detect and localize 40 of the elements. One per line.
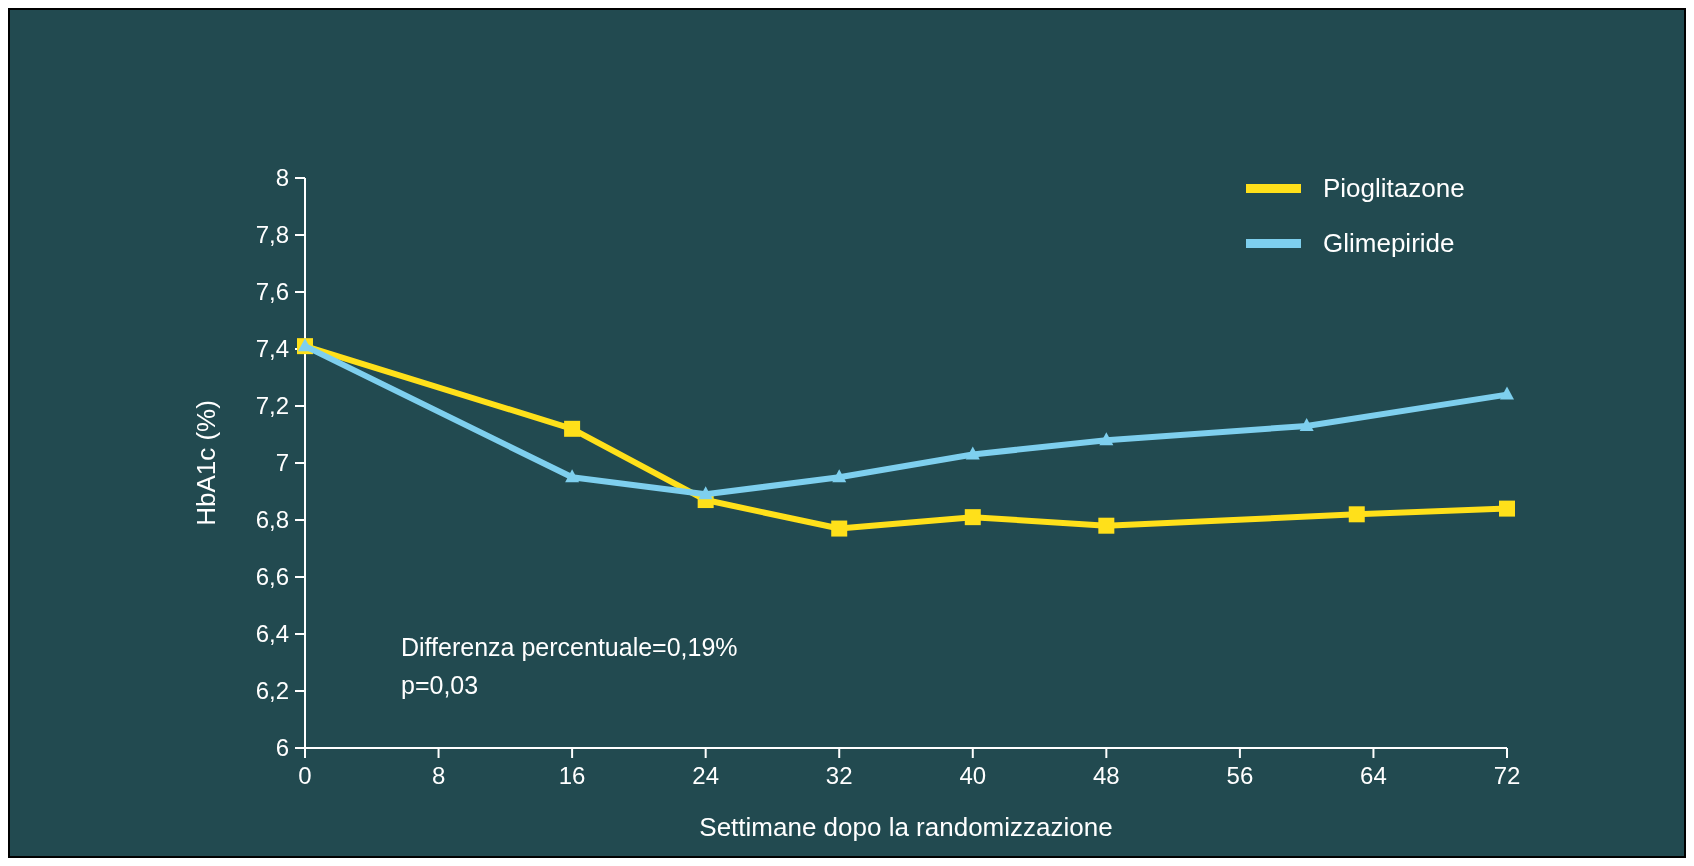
y-tick-label: 7,2 [255, 392, 289, 420]
y-tick-label: 6,6 [255, 563, 289, 591]
x-tick-label: 56 [1226, 762, 1254, 789]
annotation: p=0,03 [401, 671, 479, 699]
y-tick-label: 6,8 [255, 506, 289, 534]
y-tick-label: 8 [275, 164, 289, 192]
y-tick-label: 7,6 [255, 278, 289, 306]
point [1499, 500, 1515, 517]
point [1098, 517, 1115, 534]
x-tick-label: 16 [558, 762, 586, 789]
y-tick-label: 6,2 [255, 677, 289, 705]
x-tick-label: 32 [825, 762, 853, 789]
y-tick-label: 6,4 [255, 620, 289, 648]
x-tick-label: 8 [431, 762, 446, 789]
y-tick-label: 7,8 [255, 221, 289, 249]
y-tick-label: 7 [275, 449, 289, 477]
point [1299, 417, 1314, 431]
point [564, 420, 581, 437]
point [565, 469, 580, 483]
x-tick-label: 24 [692, 762, 720, 789]
x-tick-label: 0 [298, 762, 312, 789]
point [965, 446, 980, 460]
y-tick-label: 7,4 [255, 335, 289, 363]
x-tick-label: 48 [1092, 762, 1120, 789]
point [964, 509, 981, 526]
x-axis-title: Settimane dopo la randomizzazione [699, 812, 1113, 842]
x-tick-label: 64 [1360, 762, 1387, 789]
annotation: Differenza percentuale=0,19% [401, 633, 738, 661]
y-tick-label: 6 [275, 734, 289, 762]
point [1500, 386, 1514, 400]
y-axis-title: HbA1c (%) [191, 400, 221, 526]
point [698, 486, 713, 500]
x-tick-label: 40 [959, 762, 987, 789]
legend-label: Glimepiride [1323, 228, 1455, 259]
point [1348, 506, 1365, 523]
point [1099, 432, 1114, 446]
legend-label: Pioglitazone [1323, 173, 1465, 204]
point [831, 520, 848, 537]
point [832, 469, 847, 483]
x-tick-label: 72 [1493, 762, 1521, 789]
